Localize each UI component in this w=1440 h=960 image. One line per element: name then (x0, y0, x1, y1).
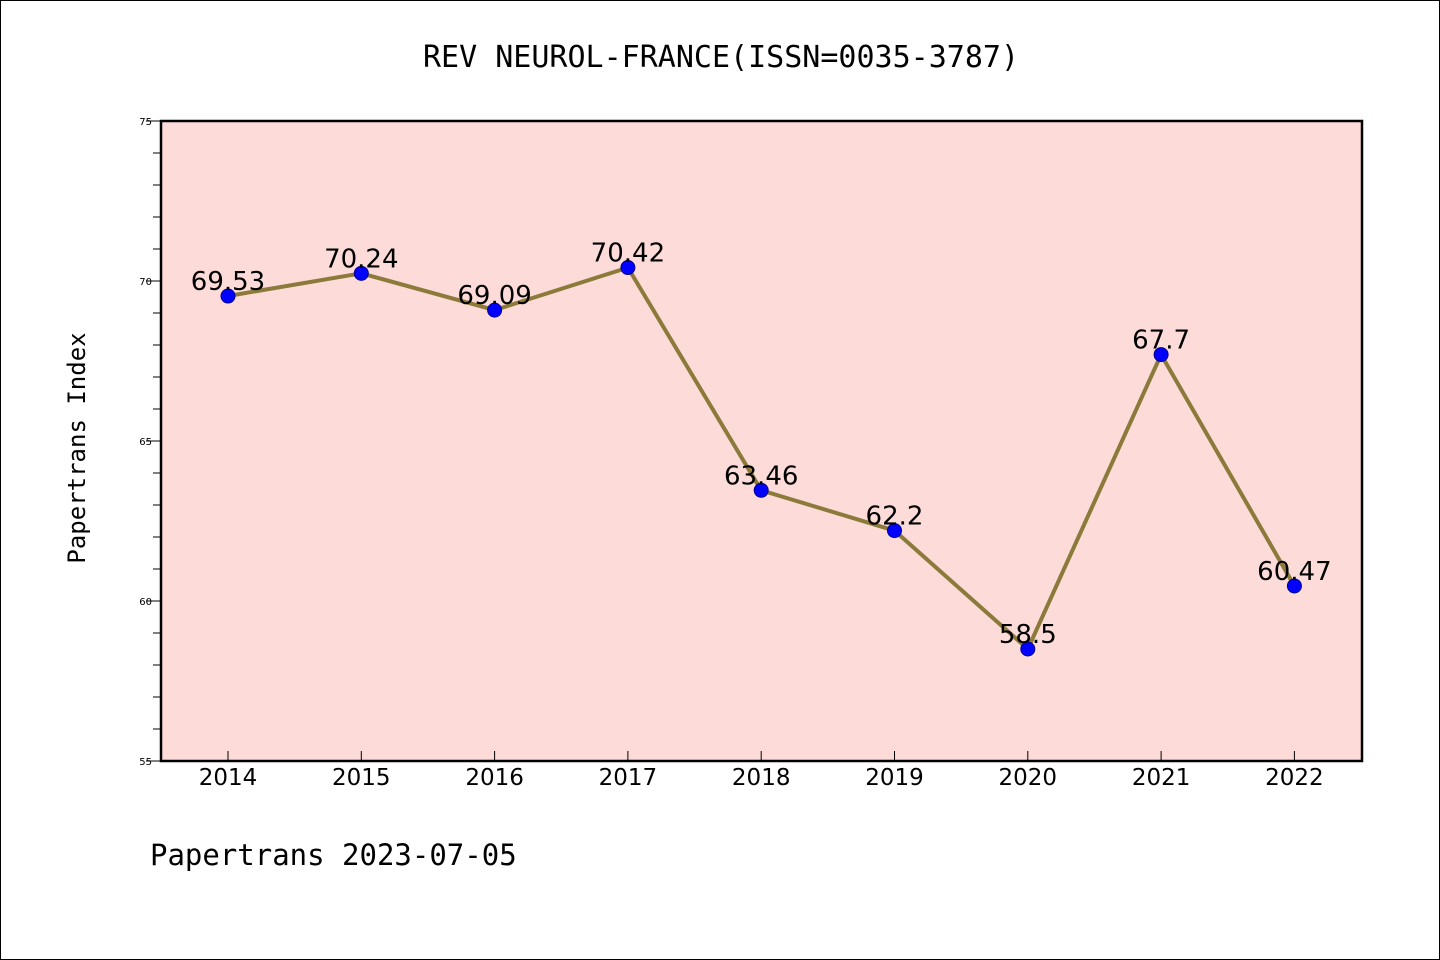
plot-border (159, 119, 1364, 763)
data-label: 70.42 (591, 239, 665, 269)
data-label: 69.53 (191, 267, 265, 297)
x-tick-label: 2014 (199, 765, 258, 791)
x-tick-label: 2018 (732, 765, 791, 791)
x-axis-ticks: 2014 2015 2016 2017 2018 2019 2020 2021 2022 (199, 751, 1324, 791)
data-label: 58.5 (999, 620, 1057, 650)
data-point (1020, 641, 1036, 657)
x-tick-label: 2016 (465, 765, 524, 791)
plot-area (161, 121, 1362, 761)
chart-title: REV NEUROL-FRANCE(ISSN=0035-3787) (423, 40, 1019, 75)
y-tick-label: 55 (139, 757, 152, 768)
x-tick-label: 2021 (1132, 765, 1191, 791)
data-labels: 69.53 70.24 69.09 70.42 63.46 62.2 58.5 67.7 60.… (191, 239, 1332, 650)
y-tick-label: 70 (139, 277, 152, 288)
data-point (1153, 347, 1169, 363)
y-tick-label: 65 (139, 437, 152, 448)
x-tick-label: 2020 (999, 765, 1058, 791)
data-point (220, 288, 236, 304)
x-tick-label: 2017 (599, 765, 658, 791)
series-group (220, 260, 1302, 657)
data-label: 63.46 (724, 461, 798, 491)
data-label: 62.2 (866, 502, 924, 532)
data-label: 70.24 (324, 244, 398, 274)
x-tick-label: 2019 (865, 765, 924, 791)
data-point (887, 523, 902, 539)
y-minor-ticks (153, 152, 161, 730)
y-tick-label: 75 (139, 117, 152, 128)
y-axis-ticks: 55 60 65 70 75 (139, 117, 161, 768)
data-label: 60.47 (1257, 557, 1331, 587)
x-tick-label: 2022 (1265, 765, 1324, 791)
y-axis-label: Papertrans Index (63, 332, 91, 563)
data-point (620, 260, 636, 276)
data-point (353, 265, 369, 281)
footer-date: Papertrans 2023-07-05 (150, 838, 517, 872)
data-point (753, 482, 769, 498)
data-point (487, 302, 503, 318)
data-label: 67.7 (1132, 326, 1190, 356)
data-point (1286, 578, 1302, 594)
x-tick-label: 2015 (332, 765, 391, 791)
y-tick-label: 60 (139, 597, 152, 608)
data-label: 69.09 (457, 281, 531, 311)
